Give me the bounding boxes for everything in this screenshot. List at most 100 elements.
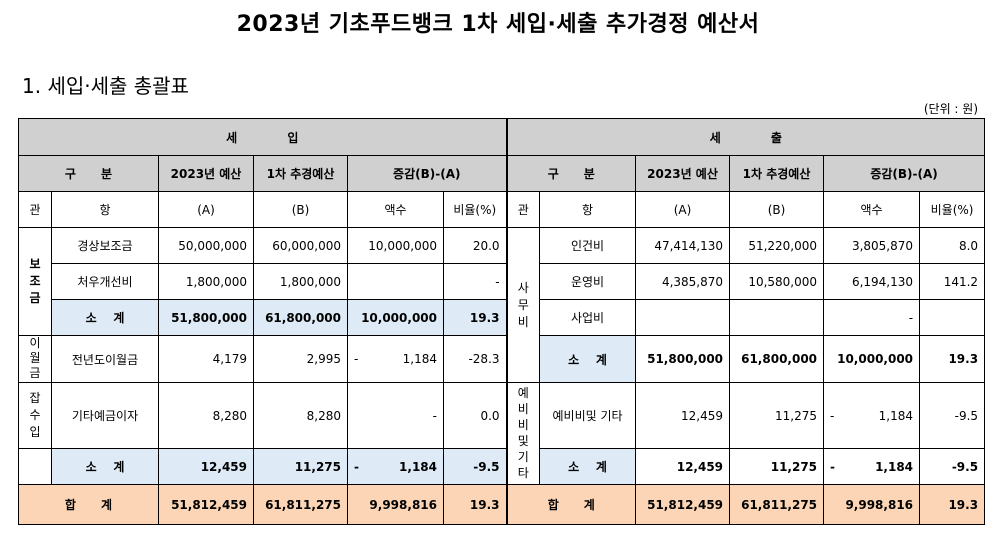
revenue-group-subsidy-label: 보조금	[29, 257, 41, 305]
revenue-b-cell: 8,280	[253, 382, 348, 449]
revenue-subtotal-a: 51,800,000	[158, 299, 254, 336]
expense-subtotal-label: 소 계	[539, 448, 637, 485]
expense-ratio-header: 비율(%)	[919, 191, 986, 228]
revenue-ratio-cell: 20.0	[442, 227, 508, 264]
amount-value: 1,184	[875, 459, 914, 474]
revenue-revised-header: 1차 추경예산	[253, 155, 348, 192]
header-row-3: 관 항 (A) (B) 액수 비율(%) 관 항 (A) (B) 액수 비율(%…	[18, 191, 986, 228]
table-row: 처우개선비 1,800,000 1,800,000 - 운영비 4,385,87…	[19, 263, 986, 300]
table-row: 이월금 전년도이월금 4,179 2,995 -1,184 -28.3 소 계 …	[18, 335, 986, 383]
revenue-a-cell: 1,800,000	[158, 263, 254, 300]
revenue-ratio-header: 비율(%)	[442, 191, 508, 228]
amount-value: 1,184	[399, 459, 437, 474]
revenue-subtotal-label: 소 계	[51, 448, 159, 485]
expense-subtotal-label: 소 계	[539, 335, 637, 383]
page-title: 2023년 기초푸드뱅크 1차 세입·세출 추가경정 예산서	[236, 12, 760, 37]
expense-amount-cell: - 1,184	[823, 382, 921, 449]
total-row: 합 계 51,812,459 61,811,275 9,998,816 19.3…	[18, 484, 986, 525]
section-title: 1. 세입·세출 총괄표	[22, 74, 189, 98]
revenue-group-subsidy: 보조금	[18, 227, 52, 336]
expense-a-header: (A)	[635, 191, 731, 228]
revenue-b-cell: 1,800,000	[253, 263, 348, 300]
revenue-empty-gwan	[18, 448, 52, 485]
revenue-subtotal-ratio: -9.5	[442, 448, 508, 485]
revenue-group-carryover-label: 이월금	[29, 336, 41, 380]
expense-subtotal-b: 61,800,000	[729, 335, 825, 383]
expense-ratio-cell: 8.0	[919, 227, 986, 264]
header-row-2: 구 분 2023년 예산 1차 추경예산 증감(B)-(A) 구 분 2023년…	[18, 155, 986, 192]
expense-group-reserve-label: 예비비및기타	[517, 386, 529, 480]
expense-subtotal-ratio: -9.5	[919, 448, 986, 485]
revenue-total-a: 51,812,459	[158, 484, 254, 525]
expense-a-cell	[635, 299, 731, 336]
revenue-subtotal-amount: - 1,184	[347, 448, 444, 485]
expense-a-cell: 12,459	[635, 382, 731, 449]
expense-group-office: 사무비	[505, 227, 541, 383]
revenue-subtotal-label: 소 계	[51, 299, 159, 336]
revenue-subtotal-amount: 10,000,000	[347, 299, 444, 336]
expense-budget2023-header: 2023년 예산	[635, 155, 731, 192]
revenue-amount-cell: -	[347, 382, 444, 449]
revenue-subtotal-a: 12,459	[158, 448, 254, 485]
revenue-group-carryover: 이월금	[18, 335, 52, 383]
revenue-amount-cell: 10,000,000	[347, 227, 444, 264]
expense-hang-cell: 인건비	[539, 227, 637, 264]
revenue-hang-header: 항	[51, 191, 159, 228]
revenue-diff-header: 증감(B)-(A)	[346, 155, 508, 192]
revenue-a-cell: 4,179	[158, 335, 254, 383]
revenue-group-misc-label: 잡수입	[29, 391, 41, 439]
expense-header: 세 출	[505, 118, 986, 156]
expense-subtotal-a: 51,800,000	[635, 335, 731, 383]
revenue-total-amount: 9,998,816	[347, 484, 444, 525]
expense-subtotal-amount: 10,000,000	[823, 335, 921, 383]
minus-sign: -	[830, 459, 836, 474]
expense-b-header: (B)	[729, 191, 825, 228]
minus-sign: -	[830, 408, 835, 423]
revenue-ratio-cell: -28.3	[442, 335, 508, 383]
expense-revised-header: 1차 추경예산	[729, 155, 825, 192]
expense-total-b: 61,811,275	[729, 484, 825, 525]
revenue-header: 세 입	[17, 118, 508, 156]
table-row: 소 계 12,459 11,275 - 1,184 -9.5 소 계 12,459…	[18, 448, 986, 485]
expense-amount-cell: -	[823, 299, 921, 336]
revenue-b-cell: 60,000,000	[253, 227, 348, 264]
minus-sign: -	[354, 352, 359, 366]
revenue-total-b: 61,811,275	[253, 484, 348, 525]
revenue-b-cell: 2,995	[253, 335, 348, 383]
revenue-amount-cell: - 1,184	[347, 335, 444, 383]
revenue-gwan-header: 관	[18, 191, 52, 228]
expense-subtotal-a: 12,459	[635, 448, 731, 485]
expense-b-cell: 10,580,000	[729, 263, 825, 300]
expense-group-reserve: 예비비및기타	[505, 382, 541, 485]
revenue-subtotal-b: 61,800,000	[253, 299, 348, 336]
expense-hang-cell: 운영비	[539, 263, 637, 300]
expense-ratio-cell	[919, 299, 986, 336]
revenue-subtotal-b: 11,275	[253, 448, 348, 485]
expense-ratio-cell: -9.5	[919, 382, 986, 449]
expense-subtotal-amount: - 1,184	[823, 448, 921, 485]
revenue-ratio-cell: 0.0	[442, 382, 508, 449]
expense-subtotal-b: 11,275	[729, 448, 825, 485]
expense-amount-cell: 6,194,130	[823, 263, 921, 300]
revenue-ratio-cell: -	[442, 263, 508, 300]
expense-group-office-label: 사무비	[517, 280, 529, 329]
expense-a-cell: 4,385,870	[635, 263, 731, 300]
revenue-a-cell: 8,280	[158, 382, 254, 449]
revenue-subtotal-ratio: 19.3	[442, 299, 508, 336]
expense-diff-header: 증감(B)-(A)	[823, 155, 986, 192]
revenue-budget2023-header: 2023년 예산	[158, 155, 254, 192]
revenue-group-misc: 잡수입	[18, 382, 52, 449]
expense-a-cell: 47,414,130	[635, 227, 731, 264]
revenue-gubun-header: 구 분	[18, 155, 159, 192]
expense-subtotal-ratio: 19.3	[919, 335, 986, 383]
minus-sign: -	[354, 459, 359, 474]
table-row: 보조금 경상보조금 50,000,000 60,000,000 10,000,0…	[18, 227, 986, 383]
expense-gwan-header: 관	[505, 191, 541, 228]
revenue-a-cell: 50,000,000	[158, 227, 254, 264]
expense-ratio-cell: 141.2	[919, 263, 986, 300]
expense-total-label: 합 계	[505, 484, 637, 525]
unit-label: (단위 : 원)	[923, 102, 978, 116]
revenue-total-ratio: 19.3	[442, 484, 508, 525]
revenue-amount-header: 액수	[347, 191, 444, 228]
amount-value: 1,184	[402, 352, 437, 366]
